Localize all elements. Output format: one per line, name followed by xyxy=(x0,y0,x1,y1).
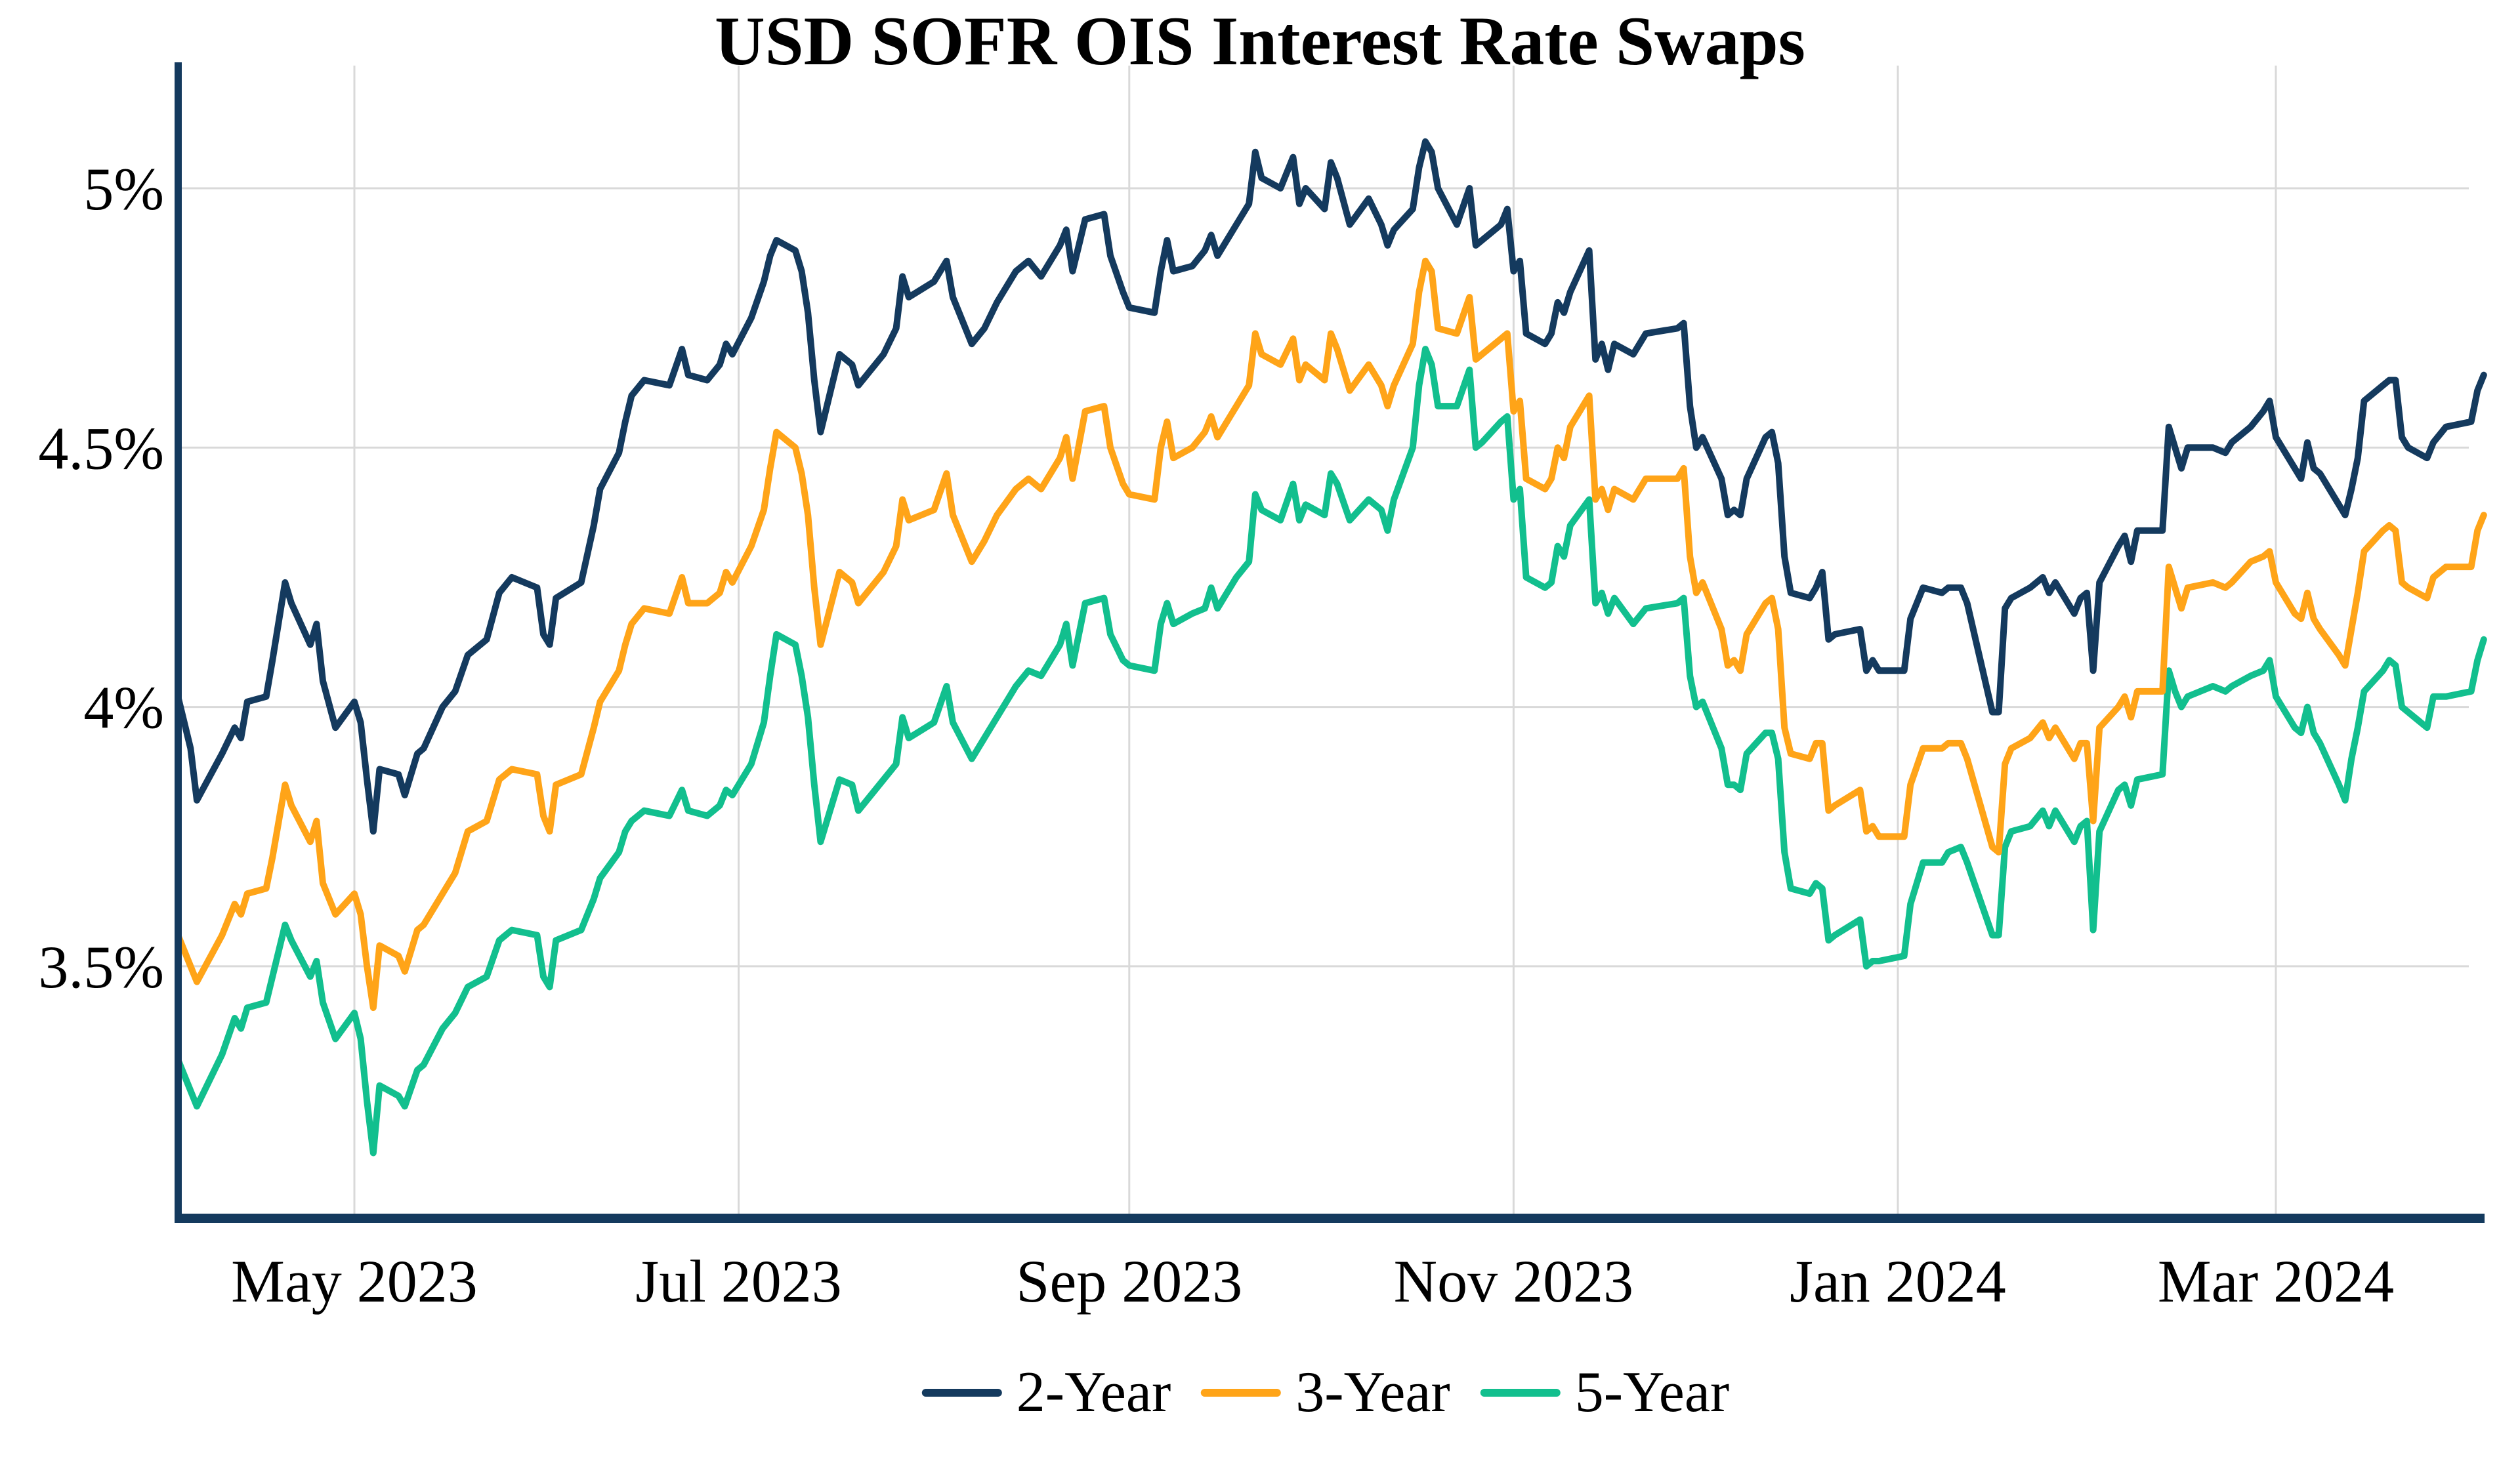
legend-label-5year: 5-Year xyxy=(1574,1361,1730,1424)
x-tick-label: Sep 2023 xyxy=(1016,1248,1242,1315)
vertical-gridlines xyxy=(353,66,2277,1214)
horizontal-gridlines xyxy=(182,187,2469,968)
x-tick-label: Nov 2023 xyxy=(1394,1248,1633,1315)
y-tick-label: 5% xyxy=(83,155,164,222)
legend-item-5year: 5-Year xyxy=(1480,1364,1729,1422)
legend-line-swatch-2year xyxy=(921,1389,1002,1397)
series-line-3-year xyxy=(175,257,2487,1012)
legend-item-2year: 2-Year xyxy=(921,1361,1171,1424)
x-axis-tick-labels: May 2023 Jul 2023 Sep 2023 Nov 2023 Jan 2024… xyxy=(231,1248,2394,1315)
y-axis-tick-labels: 5% 4.5% 4% 3.5% xyxy=(38,155,164,1000)
legend: 2-Year 3-Year 5-Year xyxy=(921,1350,1729,1435)
legend-line-swatch-5year xyxy=(1480,1389,1561,1397)
legend-line-swatch-3year xyxy=(1201,1389,1282,1397)
x-axis-spine xyxy=(175,1214,2485,1223)
y-tick-label: 4% xyxy=(83,674,164,741)
y-axis-spine xyxy=(175,62,182,1223)
x-tick-label: Jul 2023 xyxy=(635,1248,841,1315)
x-tick-label: Jan 2024 xyxy=(1790,1248,2006,1315)
series-lines xyxy=(175,138,2487,1157)
legend-label-3year: 3-Year xyxy=(1295,1361,1450,1424)
y-tick-label: 3.5% xyxy=(38,934,164,1000)
x-tick-label: Mar 2024 xyxy=(2158,1248,2394,1315)
x-tick-label: May 2023 xyxy=(231,1248,478,1315)
series-line-2-year xyxy=(175,138,2487,835)
legend-item-3year: 3-Year xyxy=(1201,1364,1450,1422)
y-tick-label: 4.5% xyxy=(38,415,164,482)
chart-title: USD SOFR OIS Interest Rate Swaps xyxy=(715,3,1805,79)
series-line-5-year xyxy=(175,346,2487,1157)
legend-label-2year: 2-Year xyxy=(1016,1361,1171,1424)
